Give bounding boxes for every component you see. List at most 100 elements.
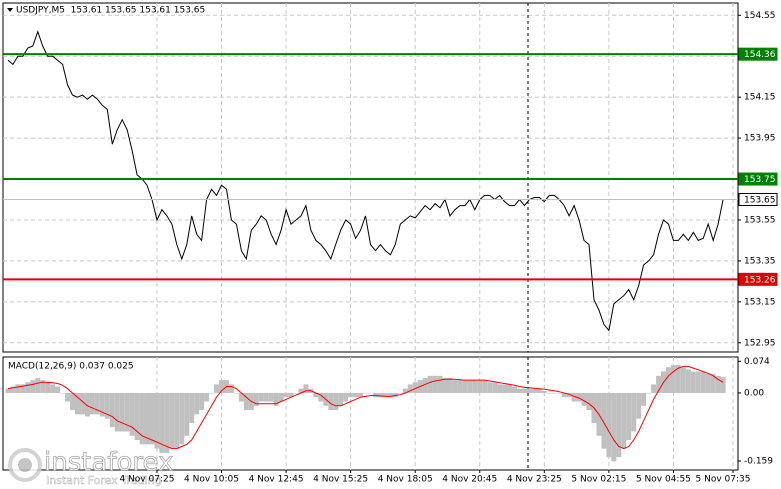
macd-bar: [318, 392, 324, 402]
macd-bar: [670, 365, 676, 393]
macd-bar: [502, 384, 508, 393]
macd-bar: [89, 392, 95, 415]
macd-bar: [626, 392, 632, 441]
macd-bar: [363, 392, 369, 394]
macd-bar: [109, 392, 115, 428]
macd-bar: [114, 392, 120, 432]
macd-bar: [60, 392, 66, 394]
macd-bar: [263, 392, 269, 402]
macd-bar: [497, 384, 503, 393]
macd-bar: [35, 377, 41, 393]
macd-bar: [119, 392, 125, 432]
macd-bar: [437, 375, 443, 393]
y-tick-label: 0.00: [744, 388, 764, 398]
menu-triangle: [7, 8, 13, 12]
macd-bar: [616, 392, 622, 458]
macd-bar: [561, 392, 567, 398]
macd-bar: [199, 392, 205, 411]
x-tick-label: 4 Nov 23:25: [507, 475, 562, 485]
y-tick-label: 153.95: [744, 134, 776, 144]
macd-bar: [214, 384, 220, 393]
y-tick-label: 152.95: [744, 338, 776, 348]
brand: instaforex: [44, 448, 173, 478]
macd-bar: [273, 392, 279, 406]
macd-bar: [243, 392, 249, 411]
macd-bar: [124, 392, 130, 432]
macd-bar: [487, 382, 493, 393]
macd-bar: [447, 377, 453, 393]
macd-bar: [601, 392, 607, 449]
macd-bar: [55, 386, 61, 393]
x-tick-label: 4 Nov 20:45: [442, 475, 497, 485]
x-tick-label: 4 Nov 18:05: [378, 475, 433, 485]
macd-bar: [15, 384, 21, 393]
macd-bar: [536, 388, 542, 393]
macd-bar: [556, 392, 562, 394]
macd-bar: [521, 388, 527, 393]
x-tick-label: 4 Nov 15:25: [313, 475, 368, 485]
macd-bar: [209, 392, 215, 394]
macd-bar: [377, 392, 383, 398]
grid: [3, 3, 738, 470]
macd-bar: [442, 377, 448, 393]
x-tick-label: 5 Nov 04:55: [636, 475, 691, 485]
level-box: [738, 47, 778, 61]
macd-bar: [507, 384, 513, 393]
macd-bar: [656, 375, 662, 393]
macd-bar: [700, 371, 706, 393]
macd-title: MACD(12,26,9) 0.037 0.025: [8, 362, 134, 372]
macd-bar: [492, 382, 498, 393]
macd-bar: [675, 365, 681, 393]
macd-bar: [472, 380, 478, 393]
chart-title: USDJPY,M5 153.61 153.65 153.61 153.65: [16, 6, 205, 16]
macd-bar: [462, 380, 468, 393]
macd-bar: [427, 375, 433, 393]
macd-bar: [402, 388, 408, 393]
y-tick-label: 0.074: [744, 357, 770, 367]
macd-bar: [94, 392, 100, 415]
macd-bar: [288, 392, 294, 398]
macd-bar: [40, 380, 46, 393]
macd-bar: [477, 380, 483, 393]
level-box: [738, 272, 778, 286]
x-tick-label: 5 Nov 02:15: [571, 475, 626, 485]
macd-bar: [690, 371, 696, 393]
macd-bar: [84, 392, 90, 417]
watermark: instaforex Instant Forex Trading: [8, 447, 174, 487]
macd-bar: [636, 392, 642, 419]
macd-bar: [606, 392, 612, 458]
macd-bar: [238, 392, 244, 402]
macd-bar: [25, 382, 31, 393]
macd-bar: [144, 392, 150, 445]
macd-bar: [517, 388, 522, 393]
macd-bar: [154, 392, 160, 449]
macd-bar: [566, 392, 572, 398]
macd-bar: [651, 384, 657, 393]
macd-bar: [328, 392, 334, 411]
level-label: 153.75: [744, 175, 776, 185]
macd-bar: [631, 392, 637, 432]
macd-bar: [412, 382, 418, 393]
macd-bar: [353, 392, 359, 398]
macd-bar: [174, 392, 180, 449]
macd-bar: [586, 392, 592, 411]
macd-bar: [164, 392, 170, 453]
macd-bar: [720, 377, 726, 393]
macd-bar: [219, 380, 224, 393]
macd-bar: [482, 380, 488, 393]
macd-bar: [526, 388, 532, 393]
macd-bar: [407, 384, 413, 393]
macd-bar: [621, 392, 627, 449]
macd-bar: [79, 392, 85, 415]
macd-bar: [333, 392, 339, 411]
macd-bar: [348, 392, 354, 398]
macd-bar: [129, 392, 135, 436]
macd-bar: [457, 380, 463, 393]
macd-bar: [546, 392, 552, 394]
macd-bar: [641, 392, 647, 406]
macd-bar: [581, 392, 587, 406]
macd-bar: [104, 392, 110, 419]
macd-bar: [45, 382, 51, 393]
macd-bar: [715, 375, 721, 393]
